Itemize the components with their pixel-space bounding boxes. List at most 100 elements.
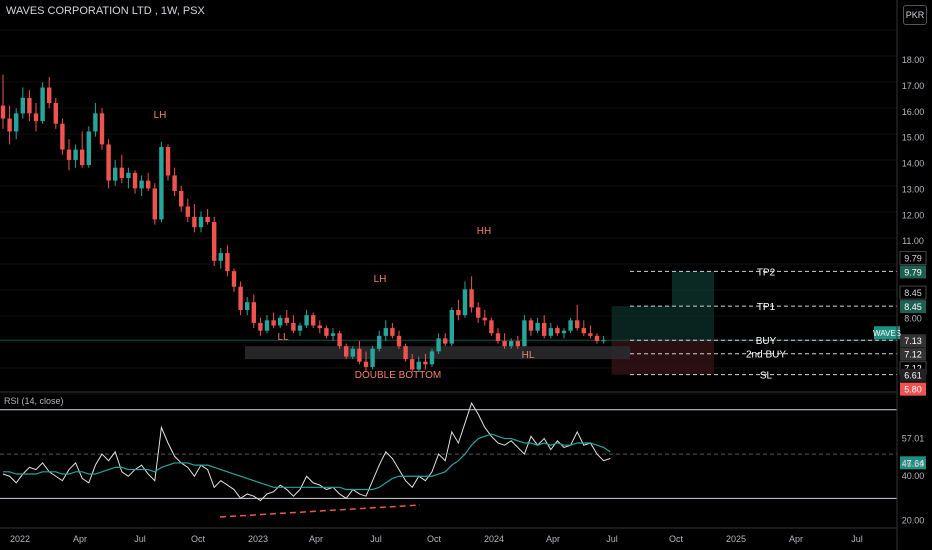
axis-label: 9.79 [904,267,922,277]
candle-body [198,216,204,228]
trade-levels: TP2 TP1 BUY 2nd BUY SL [630,267,897,382]
trade-level-label: SL [760,371,773,382]
candle-body [47,87,52,104]
profit-zone-2 [672,271,714,307]
candle-body [390,328,395,336]
rsi-axis-box [900,456,926,470]
candles [0,74,606,373]
trade-level-label: 2nd BUY [746,350,786,361]
axis-box [900,382,926,396]
candle-body [482,317,487,321]
time-tick: Jul [134,534,146,544]
candle-body [555,328,560,334]
time-tick: 2023 [248,534,268,544]
price-tick: 11.00 [902,236,924,246]
candle-body [106,144,111,181]
pattern-annotation: DOUBLE BOTTOM [355,370,442,381]
axis-box [900,368,926,382]
rsi-tick: 20.00 [902,516,925,526]
candle-body [469,289,474,308]
candle-body [93,113,98,132]
candle-body [99,113,105,145]
price-tick: 17.00 [902,81,925,91]
price-tick: 14.00 [902,159,925,169]
candle-body [350,348,355,357]
candle-body [40,87,45,122]
candle-body [509,341,514,347]
time-tick: Jul [370,534,382,544]
candle-body [403,346,408,360]
candle-body [410,359,415,370]
candle-body [86,131,91,166]
candle-body [139,180,144,189]
candle-body [588,333,593,336]
symbol-tag-label: WAVES [873,329,901,338]
axis-box [899,285,927,300]
candle-body [489,320,494,334]
support-zone [245,346,630,360]
rsi-ma-line [3,433,611,491]
axis-box [900,334,926,348]
annotations: LH LH HH LL HL DOUBLE BOTTOM [154,110,535,381]
candle-body [231,271,237,287]
time-tick: Apr [789,534,803,544]
candle-body [304,315,309,326]
candle-body [245,302,250,310]
candle-body [370,348,375,367]
time-tick: Apr [73,534,87,544]
candle-body [548,328,553,336]
candle-body [0,105,6,119]
time-tick: Jul [606,534,618,544]
candle-body [251,302,256,323]
price-tick: 15.00 [902,133,925,143]
trade-zones [0,271,897,375]
axis-label: 8.45 [904,302,922,312]
candle-body [185,206,190,217]
candle-body [60,123,65,150]
time-tick: 2022 [10,534,30,544]
currency-button[interactable]: PKR [903,5,927,25]
candle-body [575,320,580,329]
candle-body [165,147,171,176]
candle-body [73,149,78,160]
candle-body [561,330,567,334]
rsi-tick: 47.64 [902,458,925,468]
candle-body [594,335,600,342]
rsi-tick: 40.00 [902,471,925,481]
divergence-dashed-line [219,504,421,518]
candle-body [284,317,289,323]
candle-body [344,346,349,357]
symbol-tag [874,326,900,340]
candle-body [377,335,382,349]
axis-label: 8.45 [904,288,922,298]
candle-body [581,328,586,334]
pattern-annotation: LH [154,110,167,121]
candle-body [363,361,369,367]
axis-box [900,265,926,279]
candle-body [291,322,296,331]
candle-body [396,335,402,347]
candle-body [601,340,606,342]
candle-body [238,286,243,310]
candle-body [27,97,32,114]
candle-body [179,190,184,207]
time-tick: 2025 [726,534,746,544]
candle-body [357,348,362,362]
candle-body [502,341,507,347]
time-tick: Oct [191,534,206,544]
candle-body [264,320,270,331]
candle-body [429,351,435,365]
rsi-tick: 57.01 [902,434,925,444]
price-tick: 12.00 [902,210,925,220]
trade-level-label: BUY [756,336,777,347]
candle-body [456,309,461,316]
candle-body [324,328,329,336]
axis-label: 5.80 [904,385,922,395]
pattern-annotation: HL [522,350,535,361]
chart-title: WAVES CORPORATION LTD , 1W, PSX [6,5,205,17]
candle-body [535,322,540,331]
axis-box [900,300,926,314]
candle-body [225,253,230,272]
rsi-indicator-label[interactable]: RSI (14, close) [4,396,64,406]
